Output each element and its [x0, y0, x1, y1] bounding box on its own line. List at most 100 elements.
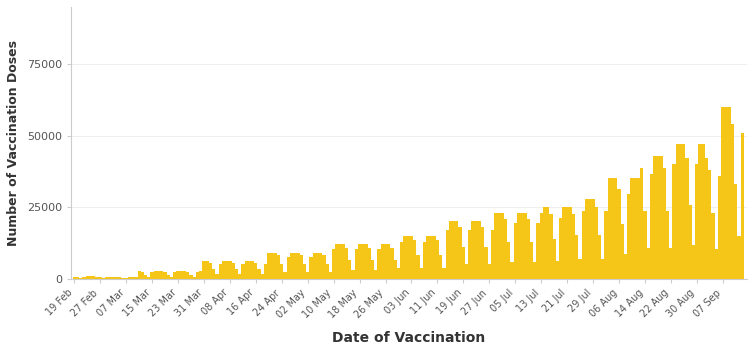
Bar	[718, 176, 721, 278]
Bar	[614, 178, 618, 278]
Bar	[566, 207, 569, 278]
Bar	[225, 262, 228, 278]
Bar	[354, 250, 358, 278]
Bar	[303, 264, 306, 278]
Bar	[692, 245, 695, 278]
Bar	[157, 271, 160, 278]
Bar	[725, 107, 728, 278]
Bar	[578, 259, 581, 278]
Bar	[478, 221, 481, 278]
Bar	[209, 263, 212, 278]
Bar	[299, 256, 303, 278]
Bar	[510, 262, 513, 278]
Bar	[394, 260, 397, 278]
Bar	[173, 272, 176, 278]
Bar	[471, 221, 475, 278]
Bar	[329, 272, 332, 278]
Bar	[627, 194, 630, 278]
Bar	[436, 240, 439, 278]
Bar	[540, 213, 543, 278]
Bar	[95, 277, 99, 278]
Bar	[673, 164, 676, 278]
Bar	[316, 253, 319, 278]
Bar	[216, 274, 219, 278]
Bar	[234, 269, 238, 278]
Bar	[160, 271, 164, 278]
Bar	[192, 277, 196, 278]
Bar	[452, 221, 455, 278]
Bar	[280, 264, 284, 278]
Bar	[141, 272, 144, 278]
Bar	[222, 262, 225, 278]
Bar	[381, 244, 384, 278]
Bar	[688, 205, 692, 278]
Bar	[179, 271, 183, 278]
Bar	[99, 277, 102, 278]
Bar	[601, 259, 605, 278]
Bar	[475, 221, 478, 278]
Bar	[219, 264, 222, 278]
Bar	[151, 272, 154, 278]
Bar	[105, 277, 109, 278]
Bar	[488, 264, 491, 278]
Bar	[118, 277, 121, 278]
Bar	[257, 269, 261, 278]
Bar	[504, 219, 507, 278]
Bar	[494, 213, 498, 278]
Bar	[397, 268, 400, 278]
Bar	[358, 244, 361, 278]
Bar	[630, 178, 633, 278]
Bar	[309, 257, 313, 278]
Bar	[533, 262, 536, 278]
Bar	[670, 248, 673, 278]
Bar	[698, 144, 702, 278]
Bar	[144, 275, 147, 278]
Bar	[446, 230, 449, 278]
Bar	[186, 272, 189, 278]
Bar	[277, 256, 280, 278]
Bar	[556, 261, 559, 278]
Bar	[361, 244, 364, 278]
Bar	[391, 248, 394, 278]
Bar	[481, 227, 484, 278]
Bar	[581, 210, 585, 278]
Bar	[618, 189, 621, 278]
Y-axis label: Number of Vaccination Doses: Number of Vaccination Doses	[7, 40, 20, 246]
Bar	[721, 107, 725, 278]
Bar	[705, 158, 708, 278]
Bar	[702, 144, 705, 278]
Bar	[339, 244, 342, 278]
Bar	[264, 264, 267, 278]
Bar	[206, 262, 209, 278]
Bar	[650, 174, 653, 278]
Bar	[189, 275, 192, 278]
Bar	[731, 124, 734, 278]
Bar	[663, 168, 666, 278]
Bar	[254, 263, 257, 278]
Bar	[423, 242, 426, 278]
Bar	[608, 178, 611, 278]
Bar	[455, 221, 458, 278]
Bar	[400, 242, 403, 278]
Bar	[559, 218, 562, 278]
Bar	[313, 253, 316, 278]
Bar	[267, 253, 271, 278]
Bar	[238, 274, 241, 278]
Bar	[575, 234, 578, 278]
Bar	[676, 144, 679, 278]
Bar	[261, 274, 264, 278]
Bar	[513, 223, 516, 278]
Bar	[682, 144, 685, 278]
Bar	[598, 234, 601, 278]
Bar	[196, 272, 199, 278]
Bar	[416, 255, 419, 278]
Bar	[251, 262, 254, 278]
Bar	[154, 271, 157, 278]
Bar	[306, 272, 309, 278]
Bar	[530, 243, 533, 278]
Bar	[127, 277, 131, 278]
Bar	[109, 277, 112, 278]
Bar	[199, 271, 202, 278]
X-axis label: Date of Vaccination: Date of Vaccination	[333, 331, 486, 345]
Bar	[737, 236, 740, 278]
